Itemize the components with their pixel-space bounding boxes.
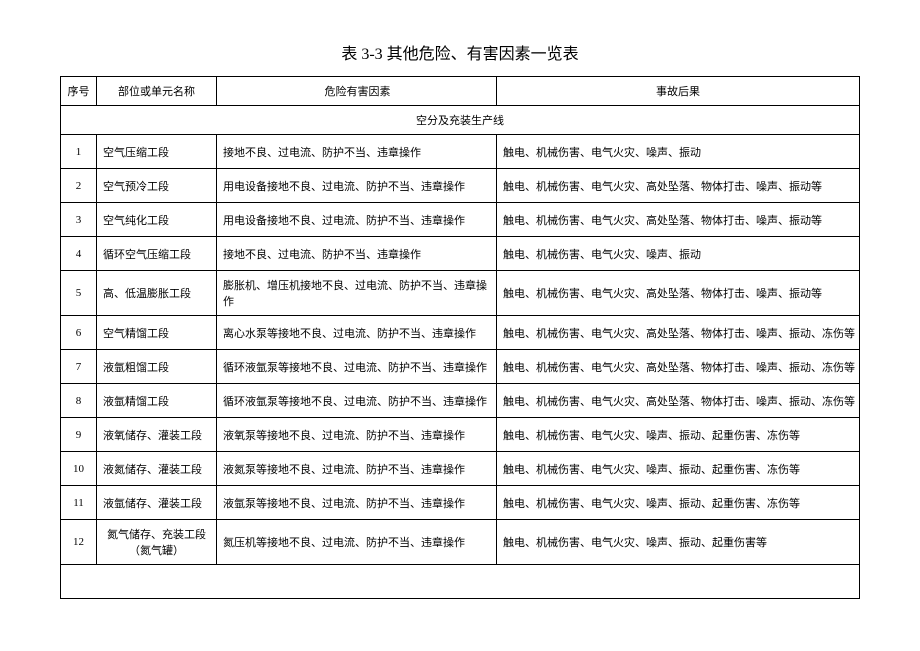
table-row: 10液氮储存、灌装工段液氮泵等接地不良、过电流、防护不当、违章操作触电、机械伤害… [61, 452, 860, 486]
cell-result: 触电、机械伤害、电气火灾、高处坠落、物体打击、噪声、振动等 [497, 271, 860, 316]
cell-unit: 液氩储存、灌装工段 [97, 486, 217, 520]
cell-seq: 11 [61, 486, 97, 520]
cell-unit: 循环空气压缩工段 [97, 237, 217, 271]
cell-seq: 5 [61, 271, 97, 316]
cell-hazard: 膨胀机、增压机接地不良、过电流、防护不当、违章操作 [217, 271, 497, 316]
cell-unit: 液氩粗馏工段 [97, 350, 217, 384]
cell-unit: 高、低温膨胀工段 [97, 271, 217, 316]
cell-hazard: 循环液氩泵等接地不良、过电流、防护不当、违章操作 [217, 384, 497, 418]
section-header: 空分及充装生产线 [61, 106, 860, 135]
table-row: 8液氩精馏工段循环液氩泵等接地不良、过电流、防护不当、违章操作触电、机械伤害、电… [61, 384, 860, 418]
cell-result: 触电、机械伤害、电气火灾、噪声、振动、起重伤害、冻伤等 [497, 452, 860, 486]
cell-seq: 2 [61, 169, 97, 203]
cell-result: 触电、机械伤害、电气火灾、高处坠落、物体打击、噪声、振动、冻伤等 [497, 384, 860, 418]
cell-unit: 氮气储存、充装工段（氮气罐） [97, 520, 217, 565]
cell-seq: 1 [61, 135, 97, 169]
cell-result: 触电、机械伤害、电气火灾、噪声、振动、起重伤害、冻伤等 [497, 418, 860, 452]
cell-hazard: 离心水泵等接地不良、过电流、防护不当、违章操作 [217, 316, 497, 350]
cell-seq: 8 [61, 384, 97, 418]
table-row: 11液氩储存、灌装工段液氩泵等接地不良、过电流、防护不当、违章操作触电、机械伤害… [61, 486, 860, 520]
cell-seq: 7 [61, 350, 97, 384]
section-row: 空分及充装生产线 [61, 106, 860, 135]
table-row: 4循环空气压缩工段接地不良、过电流、防护不当、违章操作触电、机械伤害、电气火灾、… [61, 237, 860, 271]
hazard-table: 序号 部位或单元名称 危险有害因素 事故后果 空分及充装生产线 1空气压缩工段接… [60, 76, 860, 599]
cell-result: 触电、机械伤害、电气火灾、噪声、振动、起重伤害、冻伤等 [497, 486, 860, 520]
cell-unit: 液氩精馏工段 [97, 384, 217, 418]
cell-hazard: 液氩泵等接地不良、过电流、防护不当、违章操作 [217, 486, 497, 520]
cell-result: 触电、机械伤害、电气火灾、噪声、振动 [497, 135, 860, 169]
cell-hazard: 氮压机等接地不良、过电流、防护不当、违章操作 [217, 520, 497, 565]
table-title: 表 3-3 其他危险、有害因素一览表 [60, 40, 860, 64]
table-row: 5高、低温膨胀工段膨胀机、增压机接地不良、过电流、防护不当、违章操作触电、机械伤… [61, 271, 860, 316]
col-header-unit: 部位或单元名称 [97, 77, 217, 106]
cell-hazard: 液氮泵等接地不良、过电流、防护不当、违章操作 [217, 452, 497, 486]
cell-hazard: 用电设备接地不良、过电流、防护不当、违章操作 [217, 203, 497, 237]
cell-seq: 6 [61, 316, 97, 350]
cell-hazard: 接地不良、过电流、防护不当、违章操作 [217, 135, 497, 169]
table-row: 1空气压缩工段接地不良、过电流、防护不当、违章操作触电、机械伤害、电气火灾、噪声… [61, 135, 860, 169]
cell-seq: 4 [61, 237, 97, 271]
table-row: 12氮气储存、充装工段（氮气罐）氮压机等接地不良、过电流、防护不当、违章操作触电… [61, 520, 860, 565]
cell-result: 触电、机械伤害、电气火灾、高处坠落、物体打击、噪声、振动等 [497, 169, 860, 203]
col-header-result: 事故后果 [497, 77, 860, 106]
table-row: 6空气精馏工段离心水泵等接地不良、过电流、防护不当、违章操作触电、机械伤害、电气… [61, 316, 860, 350]
cell-result: 触电、机械伤害、电气火灾、高处坠落、物体打击、噪声、振动等 [497, 203, 860, 237]
cell-result: 触电、机械伤害、电气火灾、高处坠落、物体打击、噪声、振动、冻伤等 [497, 350, 860, 384]
cell-hazard: 用电设备接地不良、过电流、防护不当、违章操作 [217, 169, 497, 203]
cell-unit: 空气精馏工段 [97, 316, 217, 350]
header-row: 序号 部位或单元名称 危险有害因素 事故后果 [61, 77, 860, 106]
col-header-hazard: 危险有害因素 [217, 77, 497, 106]
cell-unit: 液氮储存、灌装工段 [97, 452, 217, 486]
cell-hazard: 接地不良、过电流、防护不当、违章操作 [217, 237, 497, 271]
col-header-seq: 序号 [61, 77, 97, 106]
cell-seq: 10 [61, 452, 97, 486]
cell-result: 触电、机械伤害、电气火灾、高处坠落、物体打击、噪声、振动、冻伤等 [497, 316, 860, 350]
table-row: 9液氧储存、灌装工段液氧泵等接地不良、过电流、防护不当、违章操作触电、机械伤害、… [61, 418, 860, 452]
empty-cell [61, 565, 860, 599]
cell-hazard: 液氧泵等接地不良、过电流、防护不当、违章操作 [217, 418, 497, 452]
cell-seq: 3 [61, 203, 97, 237]
cell-unit: 空气预冷工段 [97, 169, 217, 203]
table-body: 1空气压缩工段接地不良、过电流、防护不当、违章操作触电、机械伤害、电气火灾、噪声… [61, 135, 860, 599]
cell-unit: 空气纯化工段 [97, 203, 217, 237]
cell-seq: 9 [61, 418, 97, 452]
cell-unit: 液氧储存、灌装工段 [97, 418, 217, 452]
cell-seq: 12 [61, 520, 97, 565]
cell-result: 触电、机械伤害、电气火灾、噪声、振动、起重伤害等 [497, 520, 860, 565]
cell-result: 触电、机械伤害、电气火灾、噪声、振动 [497, 237, 860, 271]
table-row: 7液氩粗馏工段循环液氩泵等接地不良、过电流、防护不当、违章操作触电、机械伤害、电… [61, 350, 860, 384]
empty-row [61, 565, 860, 599]
cell-hazard: 循环液氩泵等接地不良、过电流、防护不当、违章操作 [217, 350, 497, 384]
table-row: 3空气纯化工段用电设备接地不良、过电流、防护不当、违章操作触电、机械伤害、电气火… [61, 203, 860, 237]
cell-unit: 空气压缩工段 [97, 135, 217, 169]
table-row: 2空气预冷工段用电设备接地不良、过电流、防护不当、违章操作触电、机械伤害、电气火… [61, 169, 860, 203]
